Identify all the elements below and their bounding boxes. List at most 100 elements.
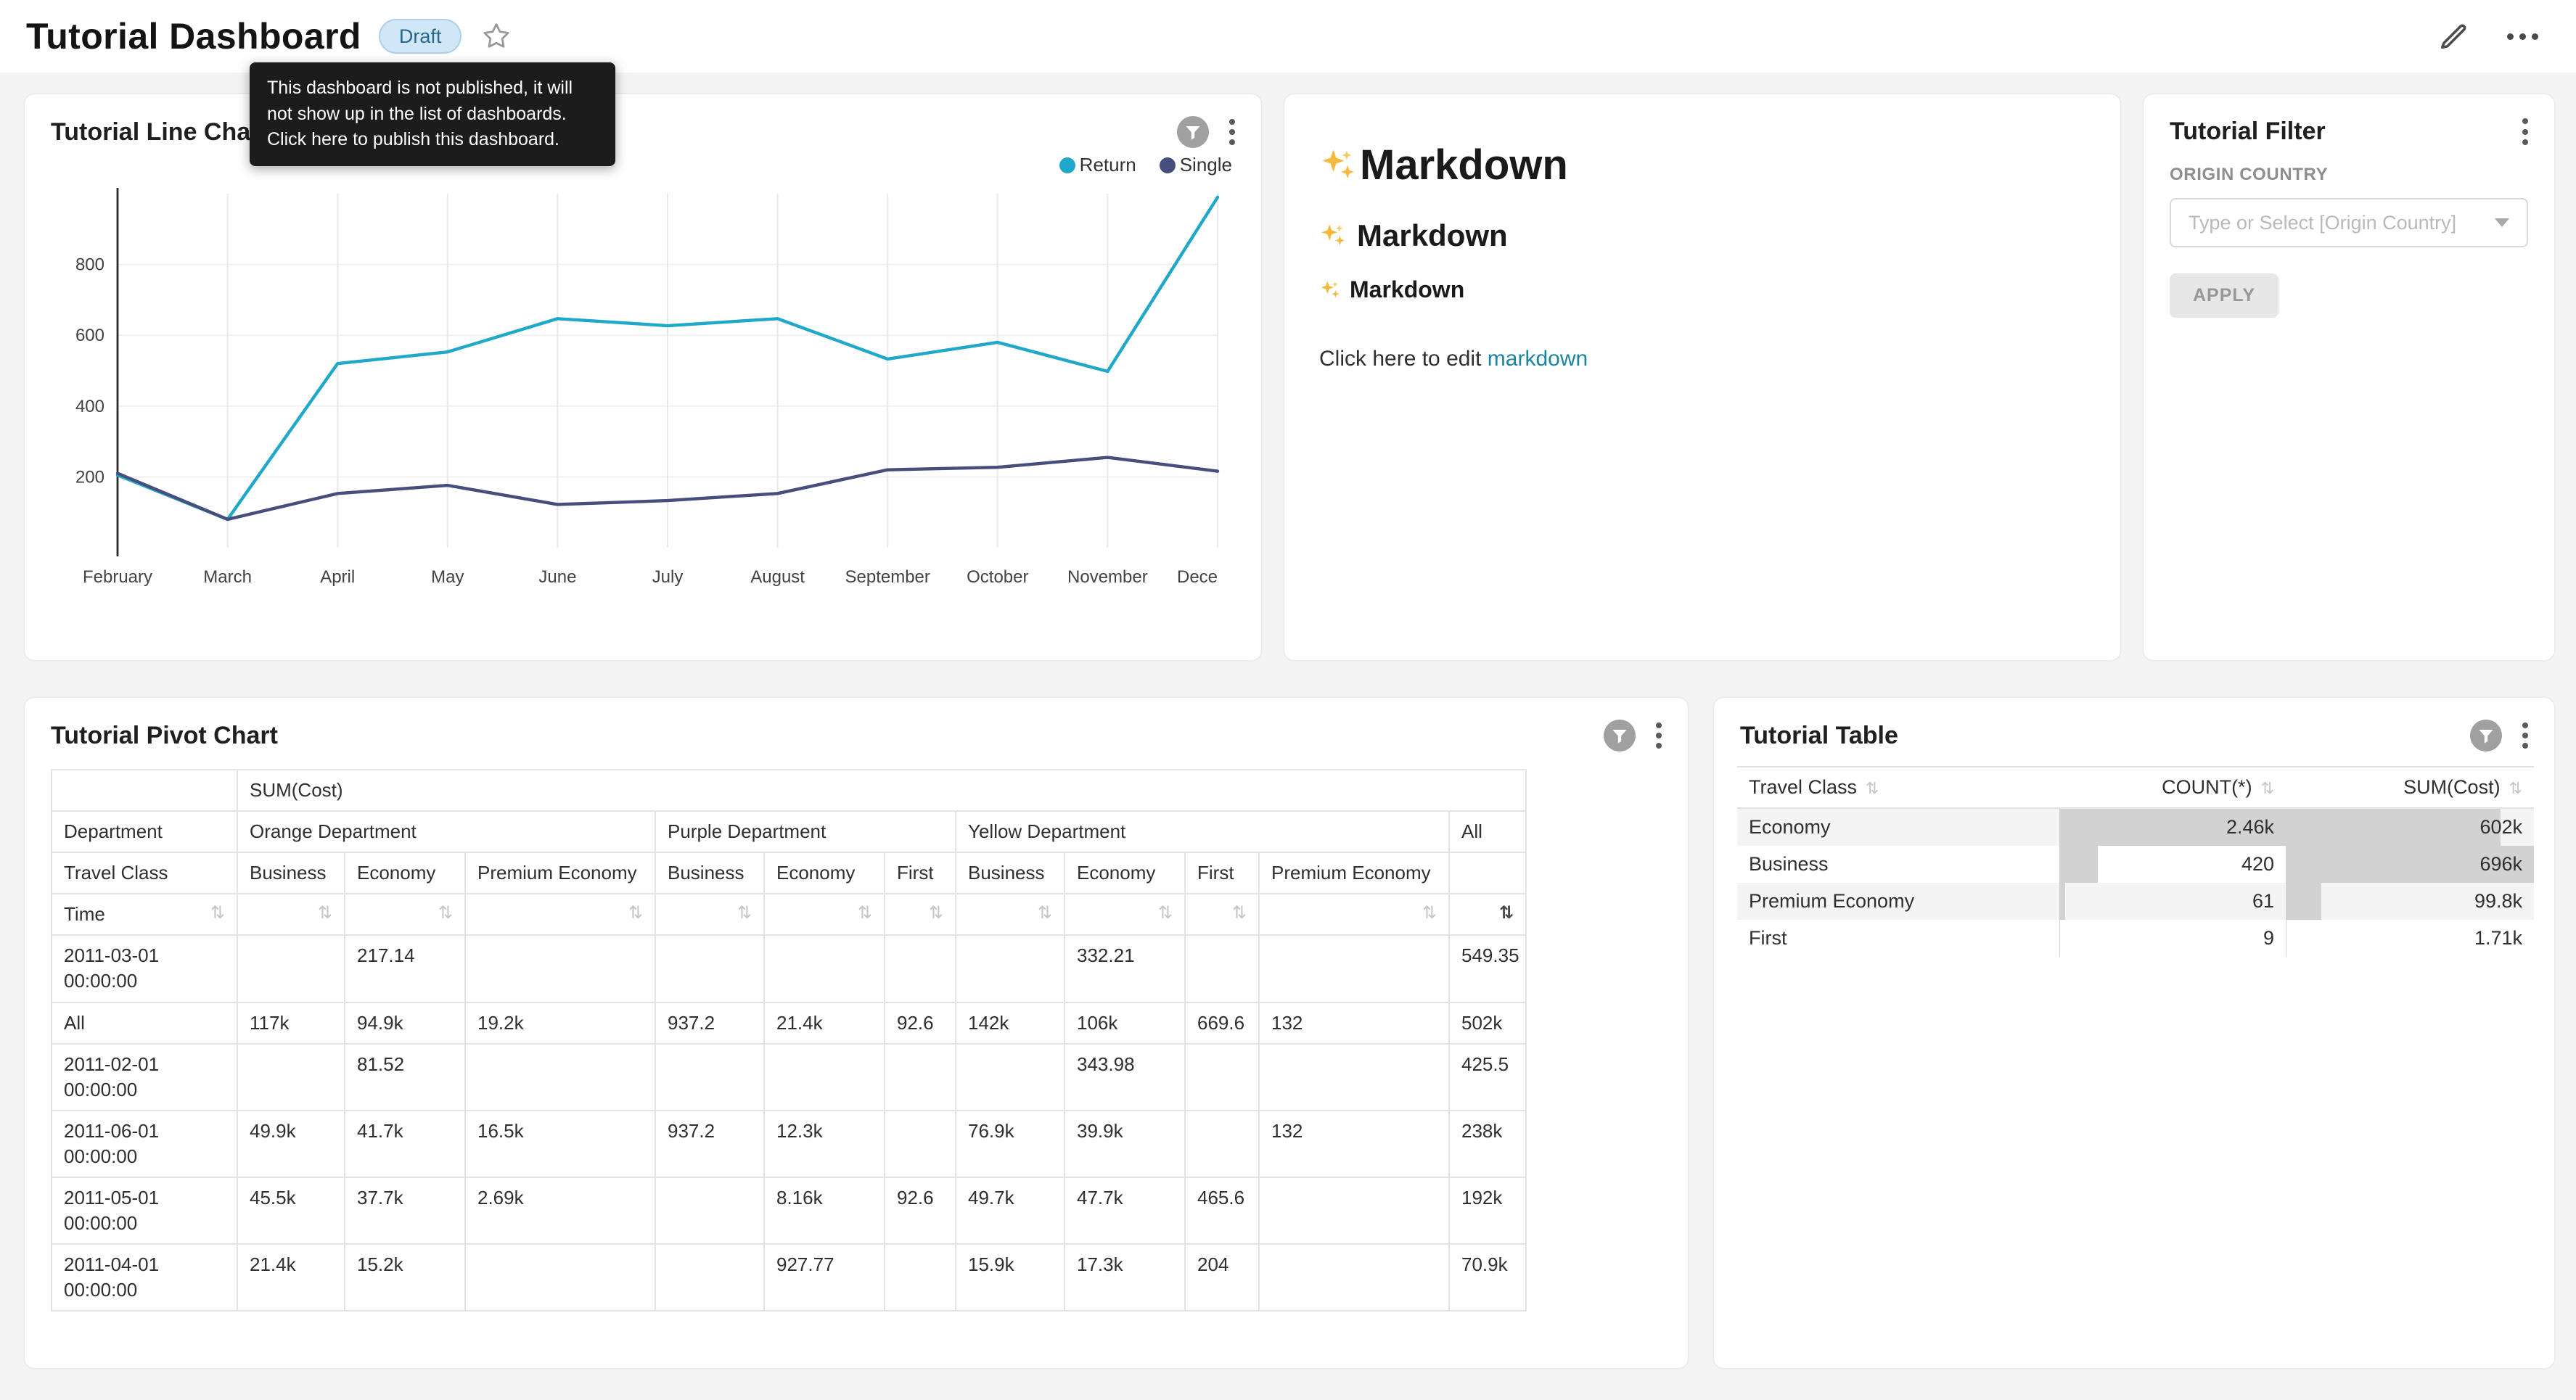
sort-icon[interactable]: ⇅ [317, 903, 332, 923]
sort-icon[interactable]: ⇅ [1037, 903, 1052, 923]
pivot-column-header: Business [655, 852, 765, 895]
legend-item-return[interactable]: Return [1059, 154, 1136, 176]
column-header-travel-class[interactable]: Travel Class ⇅ [1737, 766, 2059, 809]
svg-text:400: 400 [75, 397, 104, 416]
sort-icon[interactable]: ⇅ [1499, 903, 1514, 923]
sort-icon[interactable]: ⇅ [1157, 903, 1173, 923]
pivot-column-header: First [884, 852, 956, 895]
sort-icon: ⇅ [1866, 779, 1879, 797]
pivot-value-cell [655, 1177, 765, 1245]
pivot-value-cell [237, 1042, 345, 1111]
kebab-menu-icon[interactable] [1653, 720, 1665, 751]
pivot-value-cell [884, 1109, 956, 1179]
pivot-row-label: 2011-05-01 00:00:00 [51, 1177, 238, 1245]
apply-button[interactable]: APPLY [2170, 273, 2279, 318]
sort-icon[interactable]: ⇅ [857, 903, 872, 923]
pivot-chart-card: Tutorial Pivot Chart SUM(Cost) Department… [23, 696, 1689, 1370]
sum-bar [2286, 846, 2534, 883]
pivot-value-cell: 15.9k [955, 1243, 1065, 1312]
kebab-menu-icon[interactable] [1226, 116, 1238, 147]
pivot-row-label: 2011-02-01 00:00:00 [51, 1042, 238, 1111]
sum-cell: 602k [2286, 808, 2534, 846]
table-row: Business 420 696k [1737, 846, 2534, 883]
svg-text:600: 600 [75, 326, 104, 345]
sum-cell: 1.71k [2286, 920, 2522, 957]
filter-indicator-icon[interactable] [1177, 116, 1209, 148]
count-bar [2059, 846, 2099, 883]
sparkles-icon [1319, 147, 1357, 184]
pivot-value-cell [655, 934, 765, 1003]
travel-class-cell: Premium Economy [1737, 883, 2059, 920]
pivot-value-cell: 19.2k [464, 1001, 656, 1045]
sort-icon: ⇅ [2509, 779, 2522, 797]
filter-indicator-icon[interactable] [1604, 720, 1636, 752]
legend-dot-icon [1059, 157, 1075, 173]
svg-text:November: November [1067, 567, 1148, 587]
sort-icon[interactable]: ⇅ [737, 903, 752, 923]
pivot-value-cell: 2.69k [464, 1177, 656, 1245]
sort-icon[interactable]: ⇅ [928, 903, 943, 923]
draft-badge[interactable]: Draft [378, 19, 462, 54]
legend-item-single[interactable]: Single [1159, 154, 1232, 176]
dashboard-grid: Tutorial Line Chart Return Single 200 400 6… [0, 73, 2576, 1400]
sort-icon[interactable]: ⇅ [438, 903, 453, 923]
sort-icon[interactable]: ⇅ [1231, 903, 1247, 923]
sum-bar [2286, 883, 2321, 920]
pivot-value-cell: 39.9k [1064, 1109, 1186, 1179]
pivot-column-header: Economy [763, 852, 885, 895]
sort-icon[interactable]: ⇅ [628, 903, 643, 923]
svg-text:April: April [320, 567, 355, 587]
column-header-count[interactable]: COUNT(*) ⇅ [2059, 766, 2286, 809]
pivot-value-cell: 92.6 [884, 1177, 956, 1245]
count-cell: 2.46k [2059, 808, 2286, 846]
pivot-value-cell [884, 1243, 956, 1312]
markdown-h2: Markdown [1319, 218, 2083, 253]
pivot-group-header: Yellow Department [955, 810, 1450, 854]
pivot-value-cell: 343.98 [1064, 1042, 1186, 1111]
pivot-row-label: 2011-03-01 00:00:00 [51, 934, 238, 1003]
column-header-sum[interactable]: SUM(Cost) ⇅ [2286, 766, 2534, 809]
edit-markdown-link[interactable]: markdown [1487, 347, 1588, 371]
pivot-row: 2011-06-01 00:00:00 49.9k 41.7k 16.5k 937.2 1… [51, 1109, 1527, 1179]
svg-text:October: October [967, 567, 1028, 587]
more-options-icon[interactable] [2507, 33, 2538, 40]
pivot-value-cell [655, 1042, 765, 1111]
svg-text:200: 200 [75, 467, 104, 487]
pivot-value-cell: 94.9k [344, 1001, 466, 1045]
card-header: Tutorial Table [1714, 698, 2554, 760]
pivot-value-cell: 16.5k [464, 1109, 656, 1179]
pivot-row: 2011-04-01 00:00:00 21.4k 15.2k 927.77 15.9k… [51, 1243, 1527, 1312]
card-title: Tutorial Table [1740, 721, 1898, 749]
pivot-value-cell: 192k [1448, 1177, 1527, 1245]
kebab-menu-icon[interactable] [2519, 116, 2531, 147]
count-bar [2059, 920, 2061, 957]
card-title: Tutorial Pivot Chart [51, 721, 278, 749]
legend-dot-icon [1159, 157, 1176, 173]
pivot-column-header: Economy [344, 852, 466, 895]
svg-text:May: May [431, 567, 464, 587]
pivot-value-cell: 425.5 [1448, 1042, 1527, 1111]
card-title: Tutorial Line Chart [51, 118, 268, 146]
sort-icon[interactable]: ⇅ [1422, 903, 1437, 923]
page-title: Tutorial Dashboard [26, 16, 361, 57]
chevron-down-icon [2495, 218, 2509, 228]
filter-indicator-icon[interactable] [2470, 720, 2502, 752]
pivot-group-header: Purple Department [655, 810, 956, 854]
origin-country-select[interactable]: Type or Select [Origin Country] [2170, 198, 2528, 248]
pivot-column-header [1448, 852, 1527, 895]
pivot-value-cell: 549.35 [1448, 934, 1527, 1003]
svg-text:Dece: Dece [1177, 567, 1218, 587]
pivot-value-cell [884, 934, 956, 1003]
edit-dashboard-icon[interactable] [2437, 20, 2469, 52]
kebab-menu-icon[interactable] [2519, 720, 2531, 751]
count-bar [2059, 809, 2286, 846]
pivot-value-cell: 21.4k [763, 1001, 885, 1045]
pivot-value-cell: 238k [1448, 1109, 1527, 1179]
favorite-star-icon[interactable] [482, 22, 511, 51]
pivot-value-cell [955, 1042, 1065, 1111]
sort-icon[interactable]: ⇅ [210, 903, 225, 923]
pivot-corner-cell [51, 769, 238, 812]
line-chart: 200 400 600 800 February March April May June Jul… [75, 188, 1220, 587]
pivot-value-cell [237, 934, 345, 1003]
